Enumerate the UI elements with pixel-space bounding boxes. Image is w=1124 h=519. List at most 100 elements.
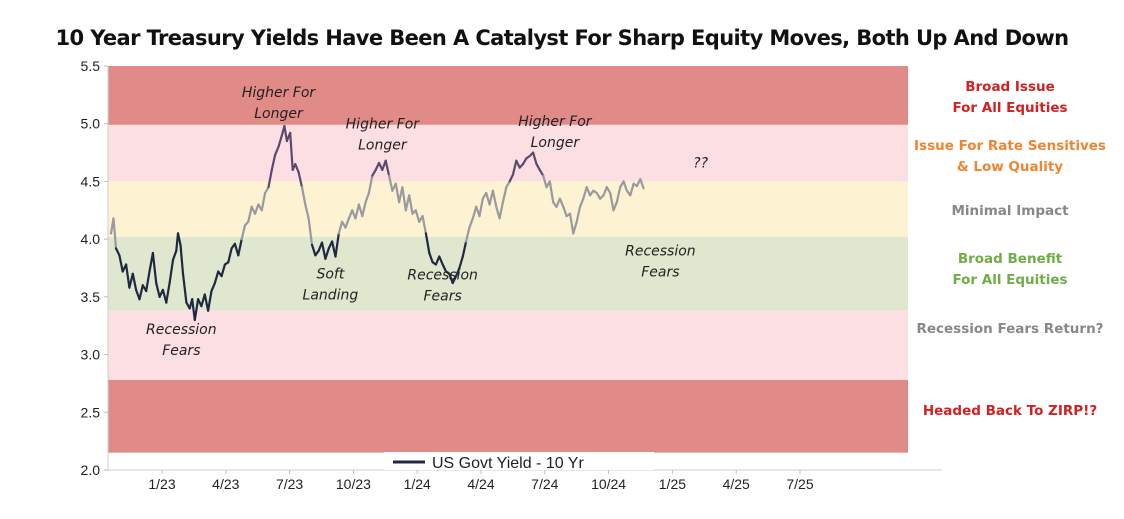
series-segment (578, 197, 585, 208)
series-segment (176, 232, 182, 246)
annotation-2-line1: Soft (316, 266, 344, 282)
series-segment (428, 251, 434, 264)
y-tick-label: 5.5 (81, 58, 101, 74)
series-segment (508, 173, 515, 183)
zone-label-1-line2: & Low Quality (957, 159, 1063, 175)
series-segment (220, 263, 226, 278)
series-segment (498, 201, 504, 220)
series-segment (207, 290, 213, 312)
series-segment (131, 272, 138, 291)
series-segment (124, 263, 131, 289)
series-segment (277, 134, 283, 148)
series-segment (310, 243, 317, 257)
y-tick-label: 3.0 (81, 347, 101, 363)
legend: US Govt Yield - 10 Yr (384, 452, 654, 472)
series-segment (384, 159, 391, 177)
series-segment (193, 298, 200, 321)
series-segment (361, 201, 367, 218)
series-segment (114, 247, 121, 257)
series-segment (168, 258, 175, 285)
series-segment (458, 255, 464, 270)
series-segment (585, 186, 592, 197)
series-line (109, 124, 645, 321)
series-segment (615, 186, 622, 204)
series-segment (575, 205, 582, 223)
series-segment (521, 157, 528, 166)
series-segment (441, 263, 448, 273)
zone-label-2-line1: Minimal Impact (951, 203, 1069, 219)
series-segment (568, 212, 575, 235)
zone-labels: Broad Issue For All Equities Issue For Rat… (914, 79, 1106, 419)
series-segment (471, 205, 478, 220)
legend-box (384, 452, 654, 470)
series-segment (145, 270, 151, 293)
series-segment (237, 238, 243, 257)
annotation-1-line2: Longer (254, 106, 304, 122)
series-segment (572, 220, 578, 235)
series-segment (394, 182, 401, 204)
series-segment (334, 232, 340, 258)
series-segment (264, 186, 270, 195)
series-segment (535, 163, 541, 171)
series-segment (354, 203, 360, 220)
x-tick-label: 1/25 (659, 476, 686, 492)
series-segment (267, 168, 273, 189)
annotation-0-line2: Fears (162, 343, 200, 359)
y-tick-label: 4.5 (81, 173, 101, 189)
zone-band-1 (108, 124, 908, 182)
series-segment (297, 171, 304, 189)
series-segment (112, 217, 118, 250)
series-segment (324, 247, 330, 260)
series-segment (448, 272, 454, 285)
series-segment (388, 174, 394, 192)
series-segment (179, 243, 185, 275)
series-segment (304, 203, 310, 220)
series-segment (294, 163, 300, 174)
series-segment (270, 153, 277, 171)
annotation-4-line2: Fears (424, 289, 462, 305)
series-segment (455, 266, 461, 278)
series-segment (515, 159, 521, 169)
zone-label-0-line2: For All Equities (952, 100, 1067, 116)
series-segment (491, 189, 498, 208)
x-tick-label: 10/23 (336, 476, 371, 492)
series-segment (582, 186, 588, 200)
annotation-3-line2: Longer (358, 137, 408, 153)
series-segment (300, 186, 307, 206)
series-segment (289, 131, 294, 171)
x-tick-label: 1/23 (148, 476, 175, 492)
y-tick-label: 2.5 (81, 404, 101, 420)
axes: 5.5 5.0 4.5 4.0 3.5 3.0 2.5 2.0 1/23 4/23 7/23 10/2… (81, 58, 942, 492)
y-tick-label: 5.0 (81, 116, 101, 132)
annotations: Recession Fears Higher For Longer Soft Landin… (146, 85, 709, 359)
series-segment (468, 217, 474, 229)
series-segment (609, 191, 615, 212)
annotation-5-line2: Longer (531, 135, 581, 151)
x-tick-label: 4/24 (467, 476, 494, 492)
zone-band-2 (108, 181, 908, 237)
series-segment (138, 284, 144, 301)
zone-label-4-line1: Recession Fears Return? (916, 321, 1103, 337)
series-segment (602, 186, 608, 197)
series-segment (605, 186, 612, 195)
series-segment (408, 194, 414, 215)
x-tick-label: 10/24 (591, 476, 626, 492)
series-segment (401, 186, 407, 212)
series-segment (538, 168, 545, 177)
annotation-1-line1: Higher For (242, 85, 317, 101)
series-segment (511, 159, 518, 176)
zone-label-5-line1: Headed Back To ZIRP!? (923, 403, 1097, 419)
chart-title: 10 Year Treasury Yields Have Been A Cata… (55, 26, 1069, 50)
series-segment (558, 197, 565, 208)
annotation-2-line2: Landing (303, 287, 359, 303)
zone-band-4 (108, 310, 908, 380)
x-tick-label: 4/23 (212, 476, 239, 492)
series-segment (344, 217, 350, 229)
series-segment (367, 174, 374, 195)
annotation-4-line1: Recession (407, 268, 478, 284)
series-segment (438, 255, 444, 266)
series-segment (629, 182, 635, 197)
series-segment (320, 241, 327, 260)
y-tick-label: 4.0 (81, 231, 101, 247)
series-segment (274, 145, 280, 156)
